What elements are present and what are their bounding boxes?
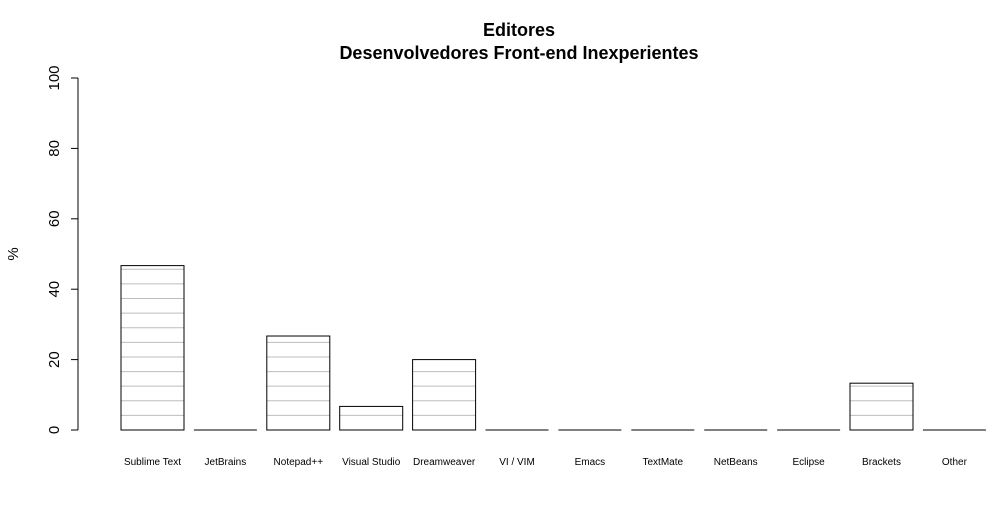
y-tick-label: 40: [46, 281, 63, 298]
bar-fill: [121, 265, 184, 430]
category-label: Visual Studio: [342, 457, 401, 468]
y-tick-label: 20: [46, 351, 63, 368]
y-tick-label: 0: [46, 426, 63, 434]
bars-group: [120, 265, 986, 431]
category-label: Notepad++: [274, 457, 324, 468]
bar-outline: [412, 359, 477, 431]
y-tick-label: 60: [46, 210, 63, 227]
bar-fill: [850, 383, 913, 430]
y-axis-title: %: [5, 247, 22, 260]
category-label: Eclipse: [792, 457, 825, 468]
bar-fill: [412, 359, 476, 430]
category-label: Dreamweaver: [413, 457, 476, 468]
category-label: Brackets: [862, 457, 901, 468]
bar-brackets: [849, 382, 914, 431]
y-axis: 0 20 40 60 80 100: [46, 65, 79, 434]
bar-fill: [339, 406, 403, 430]
chart-title: Editores: [483, 20, 555, 40]
category-label: VI / VIM: [499, 457, 535, 468]
category-label: JetBrains: [205, 457, 247, 468]
category-labels: Sublime Text JetBrains Notepad++ Visual Stu…: [124, 457, 968, 468]
bar-outline: [849, 382, 914, 431]
bar-outline: [266, 335, 331, 431]
bar-notepad: [266, 335, 331, 431]
category-label: TextMate: [643, 457, 684, 468]
bar-outline: [120, 265, 185, 431]
y-tick-label: 100: [46, 65, 63, 90]
category-label: NetBeans: [714, 457, 758, 468]
bar-outline: [339, 405, 404, 431]
bar-sublime-text: [120, 265, 185, 431]
bar-dreamweaver: [412, 359, 477, 431]
bar-fill: [266, 336, 330, 430]
chart-subtitle: Desenvolvedores Front-end Inexperientes: [339, 43, 698, 63]
category-label: Emacs: [575, 457, 606, 468]
category-label: Sublime Text: [124, 457, 181, 468]
y-tick-label: 80: [46, 140, 63, 157]
category-label: Other: [942, 457, 968, 468]
bar-visual-studio: [339, 405, 404, 431]
